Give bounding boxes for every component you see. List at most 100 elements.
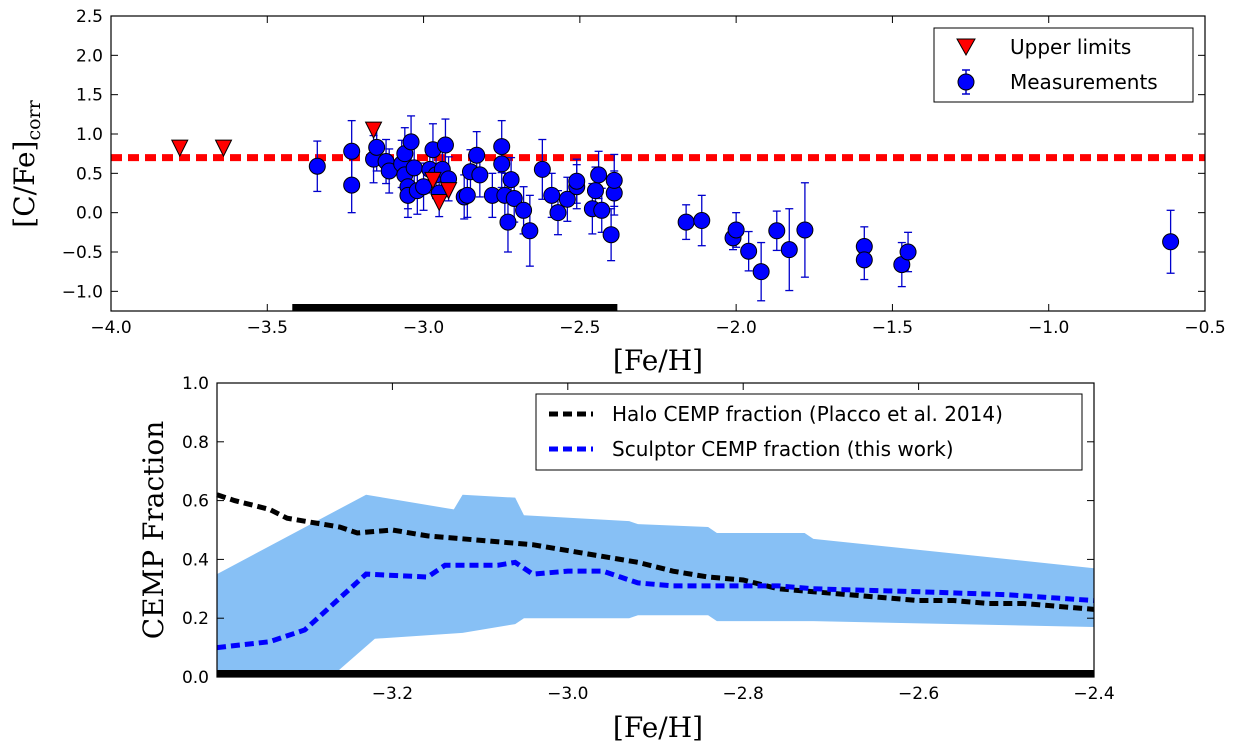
x-tick-label: −1.0	[1028, 318, 1069, 338]
sculptor-cemp-line	[216, 559, 1095, 651]
x-axis-label-top: [Fe/H]	[613, 344, 703, 377]
x-ticks-top: −4.0 −3.5 −3.0 −2.5 −2.0 −1.5 −1.0 −0.5	[90, 16, 1226, 338]
measurement-point	[405, 159, 423, 177]
x-tick-label: −3.0	[547, 684, 588, 704]
measurement-point	[368, 138, 386, 156]
measurement-point	[740, 242, 758, 260]
y-tick-label: −0.5	[62, 243, 103, 263]
y-axis-label-top-sub: corr	[23, 99, 45, 140]
measurement-point	[593, 201, 611, 219]
legend-bottom-frame	[535, 393, 1083, 471]
legend-item-measurements: Measurements	[1010, 70, 1158, 94]
confidence-band	[217, 494, 1094, 677]
measurement-point	[505, 190, 523, 208]
measurement-point	[768, 222, 786, 240]
y-tick-label: 2.0	[76, 46, 103, 66]
measurement-point	[436, 136, 454, 154]
range-bar-bottom-fill	[217, 670, 1094, 677]
y-tick-label: 0.0	[182, 668, 209, 688]
measurement-point	[568, 172, 586, 190]
measurement-point	[515, 201, 533, 219]
y-ticks-top: −1.0 −0.5 0.0 0.5 1.0 1.5 2.0 2.5	[62, 7, 1205, 302]
measurement-point	[502, 171, 520, 189]
legend-circle-icon	[957, 73, 975, 91]
measurement-point	[899, 243, 917, 261]
legend-item-sculptor: Sculptor CEMP fraction (this work)	[612, 437, 954, 461]
y-tick-label: 1.0	[76, 125, 103, 145]
upper-limit-point	[430, 193, 449, 212]
legend-top-frame	[933, 27, 1194, 103]
measurement-point	[1162, 233, 1180, 251]
y-tick-label: 2.5	[76, 7, 103, 27]
y-axis-label-top: [C/Fe]corr	[8, 99, 45, 227]
measurement-point	[677, 213, 695, 231]
upper-limit-point	[214, 139, 233, 158]
measurement-point	[693, 212, 711, 230]
x-ticks-bottom: −3.2 −3.0 −2.8 −2.6 −2.4	[372, 383, 1115, 704]
measurement-point	[586, 182, 604, 200]
upper-limit-point	[439, 182, 458, 200]
y-axis-label-bottom: CEMP Fraction	[137, 421, 170, 640]
measurement-point	[402, 133, 420, 151]
x-tick-label: −2.0	[716, 318, 757, 338]
measurement-point	[796, 221, 814, 239]
legend-item-halo: Halo CEMP fraction (Placco et al. 2014)	[612, 402, 1003, 426]
measurement-point	[855, 251, 873, 269]
range-bar-top	[292, 304, 618, 311]
measurement-point	[458, 186, 476, 204]
x-tick-label: −1.5	[872, 318, 913, 338]
measurement-point	[471, 166, 489, 184]
measurement-point	[493, 155, 511, 173]
halo-cemp-line	[216, 492, 1095, 612]
series-upper-limits	[170, 121, 458, 212]
measurement-point	[605, 171, 623, 189]
measurement-point	[308, 157, 326, 175]
y-tick-label: −1.0	[62, 282, 103, 302]
legend-triangle-icon	[956, 38, 976, 57]
measurement-point	[543, 186, 561, 204]
y-tick-label: 0.6	[182, 492, 209, 512]
x-tick-label: −3.2	[372, 684, 413, 704]
x-tick-label: −4.0	[90, 318, 131, 338]
range-bar-bottom	[217, 670, 1094, 677]
measurement-point	[752, 263, 770, 281]
legend-bottom: Halo CEMP fraction (Placco et al. 2014) …	[535, 393, 1083, 471]
measurement-point	[602, 226, 620, 244]
y-tick-label: 0.5	[76, 164, 103, 184]
frame-bottom	[216, 382, 1095, 678]
y-ticks-bottom: 0.0 0.2 0.4 0.6 0.8 1.0	[182, 374, 1094, 688]
upper-limit-point	[424, 171, 442, 190]
measurement-point	[549, 204, 567, 222]
y-tick-label: 1.0	[182, 374, 209, 394]
measurement-point	[499, 213, 517, 231]
measurement-point	[533, 160, 551, 178]
legend-top: Upper limits Measurements	[933, 27, 1194, 103]
panel-bottom: −3.2 −3.0 −2.8 −2.6 −2.4 0.00.20.40.60.81.0 …	[137, 374, 1115, 744]
y-tick-label: 1.5	[76, 86, 103, 106]
x-axis-label-bottom: [Fe/H]	[613, 711, 703, 744]
y-axis-label-top-main: [C/Fe]	[8, 141, 41, 228]
measurement-point	[468, 146, 486, 164]
measurement-point	[590, 166, 608, 184]
measurement-point	[493, 138, 511, 156]
x-tick-label: −3.0	[403, 318, 444, 338]
x-tick-label: −2.8	[723, 684, 764, 704]
x-tick-label: −2.4	[1073, 684, 1114, 704]
measurement-point	[727, 221, 745, 239]
series-measurements	[308, 133, 1180, 281]
y-tick-label: 0.0	[76, 204, 103, 224]
frame-top	[110, 15, 1206, 312]
y-tick-label: 0.8	[182, 433, 209, 453]
x-tick-label: −2.6	[898, 684, 939, 704]
y-tick-label: 0.2	[182, 609, 209, 629]
upper-limit-point	[364, 121, 383, 140]
upper-limit-point	[170, 139, 189, 158]
measurement-point	[558, 190, 576, 208]
x-tick-label: −2.5	[559, 318, 600, 338]
y-tick-label: 0.4	[182, 550, 209, 570]
measurement-point	[343, 176, 361, 194]
x-tick-label: −3.5	[247, 318, 288, 338]
legend-item-upper-limits: Upper limits	[1010, 35, 1131, 59]
panel-top: −4.0 −3.5 −3.0 −2.5 −2.0 −1.5 −1.0 −0.5 −1.0 −0.…	[8, 7, 1226, 377]
